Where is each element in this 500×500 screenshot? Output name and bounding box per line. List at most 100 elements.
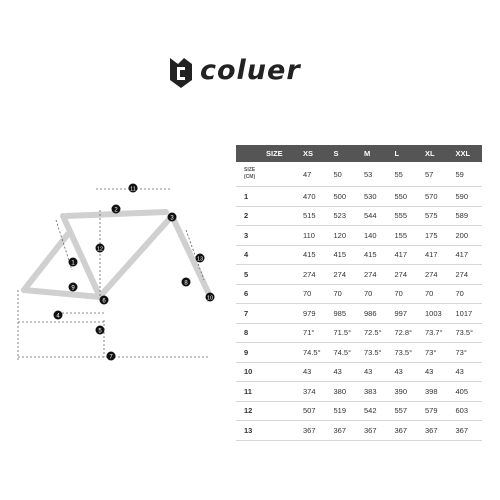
table-cell: 120 xyxy=(329,225,360,246)
down-tube xyxy=(100,213,175,296)
table-cell: 555 xyxy=(390,206,421,226)
table-cell: 367 xyxy=(329,420,360,441)
header-m: M xyxy=(360,145,391,162)
table-cell: 415 xyxy=(360,245,391,265)
marker-3-label: 3 xyxy=(170,216,174,222)
table-row: 13 367 367 367 367 367 367 xyxy=(236,420,482,441)
table-cell: 70 xyxy=(451,284,482,304)
brand-logo: coluer xyxy=(168,52,333,92)
table-cell: 74.5° xyxy=(329,342,360,363)
table-row-size-cm: SIZE (CM) 47 50 53 55 57 59 xyxy=(236,162,482,187)
table-cell: 579 xyxy=(421,401,452,421)
table-cell: 383 xyxy=(360,381,391,402)
table-cell: 73.5° xyxy=(390,342,421,363)
header-l: L xyxy=(390,145,421,162)
table-cell: 70 xyxy=(390,284,421,304)
table-cell: 71.5° xyxy=(329,323,360,343)
table-cell: 417 xyxy=(390,245,421,265)
table-cell: 986 xyxy=(360,303,391,324)
table-cell: 73.7° xyxy=(421,323,452,343)
seat-tube xyxy=(60,213,103,300)
table-cell: 1017 xyxy=(451,303,482,324)
table-cell: 500 xyxy=(329,186,360,207)
table-cell: 73° xyxy=(421,342,452,363)
table-cell: 603 xyxy=(451,401,482,421)
row-label: 2 xyxy=(236,206,299,226)
table-cell: 417 xyxy=(421,245,452,265)
top-tube xyxy=(63,209,169,219)
table-row: 7 979 985 986 997 1003 1017 xyxy=(236,303,482,324)
table-row: 3 110 120 140 155 175 200 xyxy=(236,225,482,246)
marker-7-label: 7 xyxy=(109,355,113,361)
table-cell: 140 xyxy=(360,225,391,246)
table-row: 8 71° 71.5° 72.5° 72.8° 73.7° 73.5° xyxy=(236,323,482,343)
table-cell: 1003 xyxy=(421,303,452,324)
row-label: 7 xyxy=(236,303,299,324)
row-label: 12 xyxy=(236,401,299,421)
row-label: 6 xyxy=(236,284,299,304)
table-row: 4 415 415 415 417 417 417 xyxy=(236,245,482,265)
table-cell: 70 xyxy=(421,284,452,304)
table-cell: 470 xyxy=(299,186,330,207)
marker-5-label: 5 xyxy=(98,329,102,335)
table-cell: 589 xyxy=(451,206,482,226)
table-cell: 74.5° xyxy=(299,342,330,363)
marker-6 xyxy=(99,295,109,305)
marker-13-label: 13 xyxy=(197,257,203,263)
table-cell: 367 xyxy=(299,420,330,441)
table-cell: 47 xyxy=(299,162,330,187)
header-s: S xyxy=(329,145,360,162)
table-cell: 575 xyxy=(421,206,452,226)
marker-1 xyxy=(68,257,78,267)
row-label: 1 xyxy=(236,186,299,207)
table-cell: 43 xyxy=(360,362,391,382)
marker-6-label: 6 xyxy=(102,299,106,305)
marker-2-label: 2 xyxy=(114,208,118,214)
table-cell: 43 xyxy=(329,362,360,382)
table-cell: 274 xyxy=(421,264,452,285)
table-cell: 71° xyxy=(299,323,330,343)
table-cell: 274 xyxy=(329,264,360,285)
table-cell: 50 xyxy=(329,162,360,187)
table-cell: 73° xyxy=(451,342,482,363)
table-cell: 175 xyxy=(421,225,452,246)
marker-11-label: 11 xyxy=(130,187,136,193)
table-cell: 200 xyxy=(451,225,482,246)
table-cell: 70 xyxy=(360,284,391,304)
row-label: 10 xyxy=(236,362,299,382)
header-xs: XS xyxy=(299,145,330,162)
header-xl: XL xyxy=(421,145,452,162)
table-cell: 367 xyxy=(421,420,452,441)
marker-10 xyxy=(205,292,215,302)
table-header-row: SIZE XS S M L XL XXL xyxy=(236,145,482,162)
marker-3 xyxy=(167,212,177,222)
table-cell: 43 xyxy=(451,362,482,382)
row-label: 11 xyxy=(236,381,299,402)
header-size: SIZE xyxy=(236,145,299,162)
table-cell: 274 xyxy=(299,264,330,285)
table-cell: 73.5° xyxy=(360,342,391,363)
table-cell: 72.5° xyxy=(360,323,391,343)
coluer-logo-icon xyxy=(170,58,192,88)
table-cell: 515 xyxy=(299,206,330,226)
table-cell: 979 xyxy=(299,303,330,324)
fork xyxy=(169,213,211,295)
table-cell: 519 xyxy=(329,401,360,421)
table-cell: 43 xyxy=(421,362,452,382)
table-cell: 415 xyxy=(299,245,330,265)
table-row: 9 74.5° 74.5° 73.5° 73.5° 73° 73° xyxy=(236,342,482,363)
size-cm-label: SIZE (CM) xyxy=(236,162,299,187)
table-cell: 550 xyxy=(390,186,421,207)
marker-2 xyxy=(111,204,121,214)
marker-8-label: 8 xyxy=(184,281,188,287)
table-row: 5 274 274 274 274 274 274 xyxy=(236,264,482,285)
marker-4 xyxy=(53,310,63,320)
table-cell: 43 xyxy=(390,362,421,382)
table-cell: 110 xyxy=(299,225,330,246)
table-cell: 415 xyxy=(329,245,360,265)
table-cell: 417 xyxy=(451,245,482,265)
table-cell: 997 xyxy=(390,303,421,324)
geometry-table: SIZE XS S M L XL XXL SIZE (CM) 47 50 53 … xyxy=(236,145,482,441)
row-label: 9 xyxy=(236,342,299,363)
marker-12 xyxy=(95,243,105,253)
